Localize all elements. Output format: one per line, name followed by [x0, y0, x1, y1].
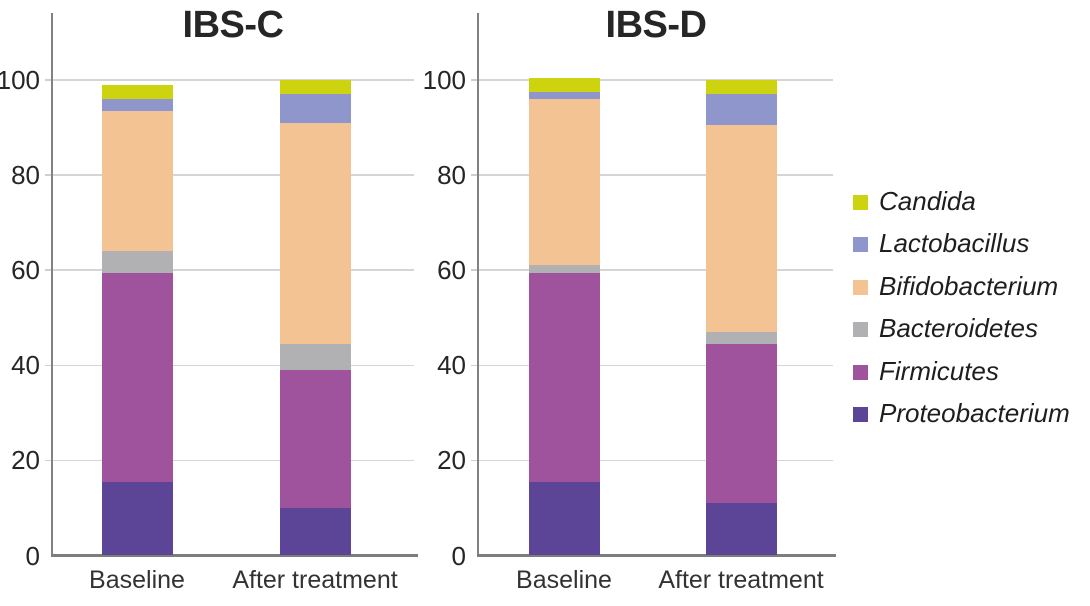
gridline [478, 174, 833, 176]
bar-segment-lactobacillus-baseline [102, 99, 173, 111]
y-tick-label: 20 [437, 445, 466, 476]
legend-item: Proteobacterium [853, 398, 1070, 430]
axis-tick [471, 269, 478, 271]
y-tick-label: 100 [422, 65, 466, 95]
category-label: After treatment [232, 566, 398, 594]
bar-segment-proteobacterium-baseline [528, 481, 600, 556]
legend: Candida Lactobacillus Bifidobacterium Ba… [853, 186, 1070, 429]
bar-segment-firmicutes-baseline [102, 272, 173, 482]
gridline [478, 364, 833, 367]
y-axis [50, 13, 54, 557]
axis-tick [45, 269, 52, 271]
legend-label: Proteobacterium [879, 398, 1070, 429]
bar-segment-candida-after-treatment [705, 80, 777, 95]
bar-segment-bacteroidetes-after-treatment [279, 343, 351, 371]
y-tick-label: 80 [11, 160, 40, 191]
legend-swatch-proteobacterium [853, 407, 868, 423]
bar-segment-bacteroidetes-baseline [528, 265, 600, 273]
bar-segment-bifidobacterium-after-treatment [705, 125, 777, 332]
axis-tick [45, 79, 52, 81]
bar-segment-lactobacillus-after-treatment [705, 94, 777, 126]
legend-label: Firmicutes [879, 355, 999, 386]
gridline [52, 79, 414, 81]
legend-swatch-firmicutes [853, 364, 868, 380]
axis-tick [471, 364, 478, 367]
axis-tick [45, 364, 52, 367]
bar-segment-firmicutes-after-treatment [705, 343, 777, 504]
bar-segment-candida-after-treatment [279, 80, 351, 95]
y-tick-label: 80 [437, 160, 466, 191]
axis-tick [45, 174, 52, 176]
x-axis [476, 554, 836, 557]
bar-segment-lactobacillus-baseline [528, 91, 600, 99]
legend-swatch-candida [853, 194, 868, 210]
legend-label: Candida [879, 185, 976, 216]
axis-tick [45, 459, 52, 462]
bar-segment-bifidobacterium-baseline [102, 110, 173, 252]
category-label: After treatment [658, 566, 824, 594]
category-label: Baseline [516, 566, 612, 594]
axis-tick [471, 459, 478, 462]
gridline [478, 269, 833, 271]
legend-item: Bifidobacterium [853, 271, 1070, 302]
x-axis [50, 554, 418, 557]
bar-segment-proteobacterium-after-treatment [279, 507, 351, 556]
gridline [478, 459, 833, 462]
legend-label: Bifidobacterium [879, 270, 1059, 301]
category-label: Baseline [89, 566, 185, 594]
bar-segment-bifidobacterium-after-treatment [279, 122, 351, 344]
chart-title-ibsd: IBS-D [605, 4, 707, 46]
chart-title-ibsc: IBS-C [182, 4, 284, 46]
bar-segment-proteobacterium-baseline [102, 481, 173, 556]
y-tick-label: 40 [437, 350, 466, 381]
gridline [52, 269, 414, 271]
gridline [52, 364, 414, 367]
axis-tick [471, 174, 478, 176]
bar-segment-proteobacterium-after-treatment [705, 503, 777, 556]
gridline [52, 459, 414, 462]
legend-swatch-lactobacillus [853, 237, 868, 253]
bar-segment-lactobacillus-after-treatment [279, 94, 351, 123]
bar-segment-bacteroidetes-baseline [102, 251, 173, 273]
bar-segment-bacteroidetes-after-treatment [705, 332, 777, 344]
bar-segment-candida-baseline [528, 77, 600, 92]
bar-segment-candida-baseline [102, 84, 173, 99]
axis-tick [471, 79, 478, 81]
legend-item: Bacteroidetes [853, 313, 1070, 345]
y-tick-label: 60 [11, 255, 40, 286]
legend-item: Firmicutes [853, 356, 1070, 387]
bar-segment-firmicutes-baseline [528, 272, 600, 482]
gridline [52, 174, 414, 176]
legend-swatch-bacteroidetes [853, 322, 868, 338]
y-tick-label: 20 [11, 445, 40, 476]
bar-segment-bifidobacterium-baseline [528, 99, 600, 266]
y-tick-label: 0 [451, 540, 466, 571]
legend-swatch-bifidobacterium [853, 279, 868, 295]
y-tick-label: 0 [25, 540, 40, 571]
y-tick-label: 40 [11, 350, 40, 381]
gridline [478, 79, 833, 81]
legend-item: Candida [853, 186, 1070, 217]
legend-item: Lactobacillus [853, 228, 1070, 260]
legend-label: Bacteroidetes [879, 313, 1038, 344]
legend-label: Lactobacillus [879, 228, 1030, 259]
y-tick-label: 100 [0, 65, 40, 95]
y-tick-label: 60 [437, 255, 466, 286]
y-axis [476, 13, 480, 557]
bar-segment-firmicutes-after-treatment [279, 370, 351, 508]
